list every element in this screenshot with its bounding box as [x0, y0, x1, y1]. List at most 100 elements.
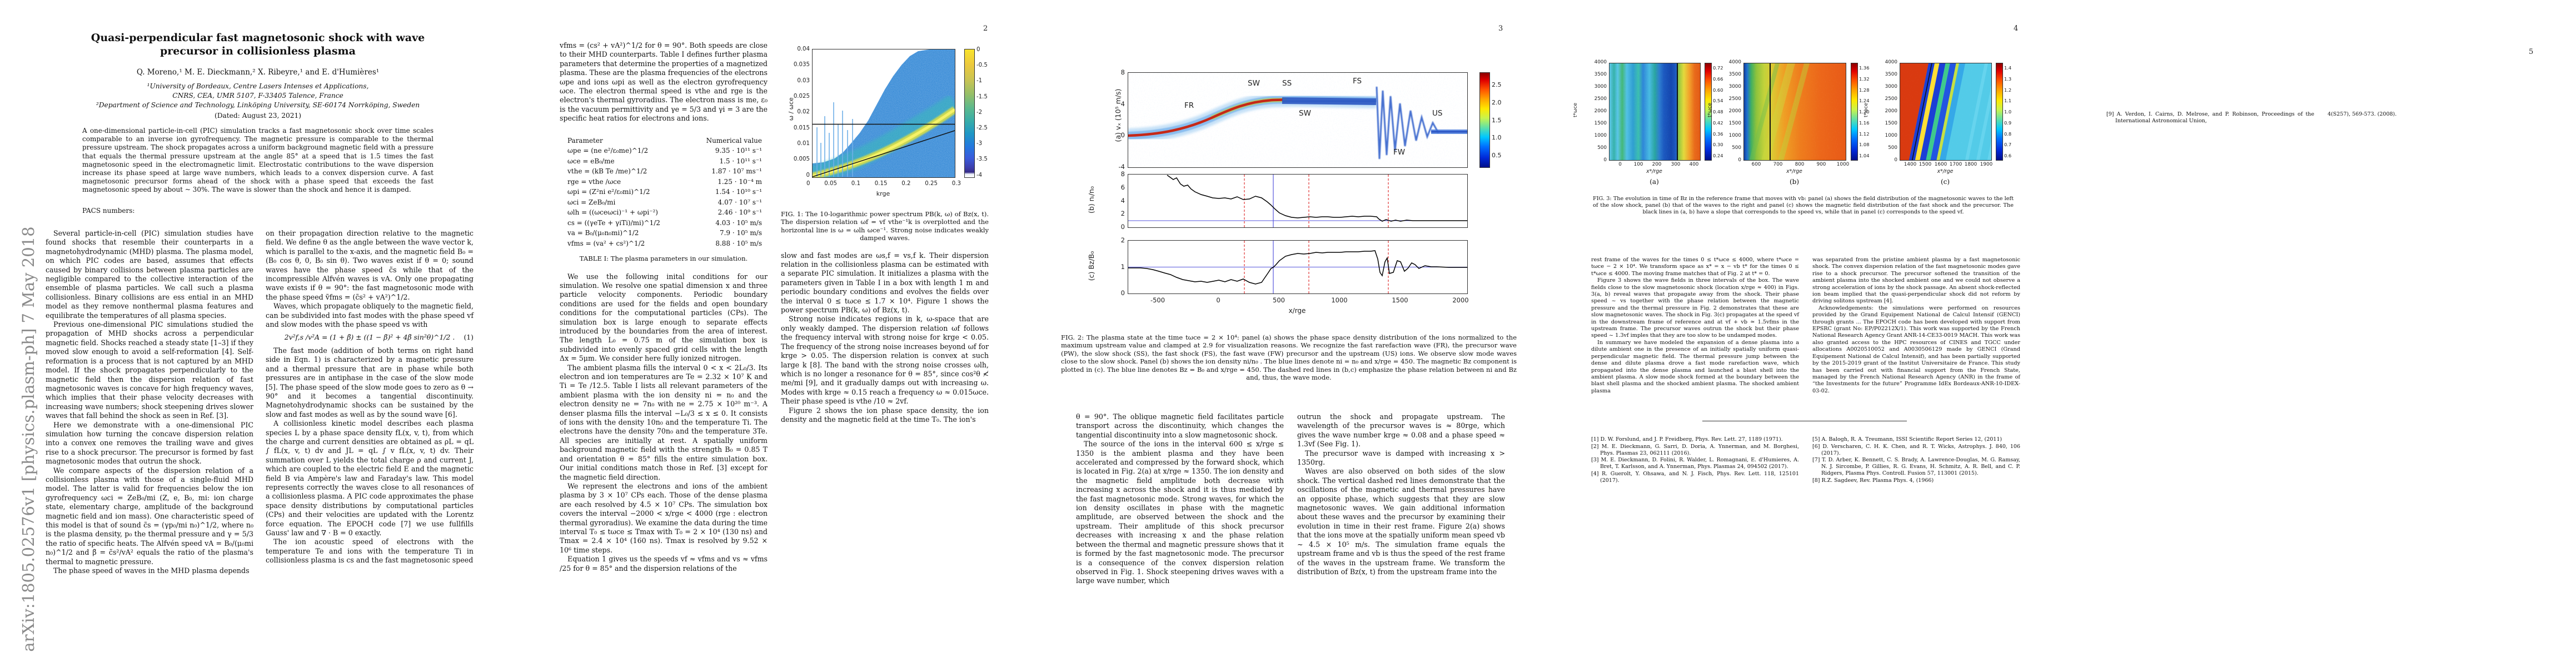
fig3-c-sub-label: (c) [1940, 178, 1950, 186]
fig3-a-y-ticks-item: 4000 [1594, 59, 1607, 65]
p3-column-left-item: θ = 90°. The oblique magnetic field faci… [1076, 412, 1284, 439]
fig3-b-colorbar-ticks-item: 1.08 [1859, 142, 1870, 148]
fig1-x-axis-label: krge [876, 190, 890, 197]
fig3-a-y-ticks-item: 1000 [1594, 133, 1607, 138]
fig2-x-ticks-item: 0 [1216, 296, 1220, 304]
references-right: [5] A. Balogh, R. A. Treumann, ISSI Scie… [1812, 436, 2020, 485]
fig2-label-fw: FW [1393, 148, 1406, 157]
p2-col2-paras-item: Strong noise indicates regions in k, ω-s… [781, 315, 989, 406]
p4-column-right-item: Acknowledgements: the simulations were p… [1812, 305, 2020, 394]
fig2-a-y-ticks-item: 4 [1120, 99, 1125, 108]
fig2-c-y-ticks: 2 1 0 [1106, 236, 1125, 297]
fig1-colorbar-ticks: 0 -0.5 -1 -1.5 -2 -2.5 -3 -3.5 -4 [976, 46, 991, 180]
fig1-heatmap [810, 49, 960, 185]
p4-column-left: rest frame of the waves for the times 0 … [1591, 257, 1799, 395]
fig3-panel-b [1743, 63, 1846, 161]
fig3-a-y-ticks-item: 2000 [1594, 108, 1607, 114]
fig1-x-ticks-item: 0.1 [851, 181, 860, 187]
p3-column-left: θ = 90°. The oblique magnetic field faci… [1076, 412, 1284, 586]
fig3-a-x-ticks-item: 100 [1633, 162, 1643, 167]
fig1-x-ticks-item: 0.3 [951, 181, 961, 187]
fig2-c-y-ticks-item: 0 [1120, 289, 1125, 297]
affiliation-2: ²Department of Science and Technology, L… [96, 101, 420, 109]
p3-column-right-item: The precursor wave is damped with increa… [1297, 449, 1505, 467]
fig3-c-y-ticks-item: 1000 [1885, 133, 1897, 138]
fig3-a-colorbar-ticks-item: 0.66 [1713, 76, 1723, 82]
fig3-c-y-ticks-item: 2000 [1885, 108, 1897, 114]
authors-line: Q. Moreno,¹ M. E. Dieckmann,² X. Ribeyre… [136, 68, 380, 77]
fig3-b-y-label: t*ωce [1707, 102, 1713, 118]
fig3-b-colorbar-ticks-item: 1.24 [1859, 98, 1870, 104]
fig3-a-sub-label: (a) [1650, 178, 1659, 186]
figure-2-caption: FIG. 2: The plasma state at the time tωc… [1061, 334, 1517, 382]
fig3-c-y-ticks-item: 3000 [1885, 84, 1897, 89]
table-row: ωpe = (ne e²/ε₀me)^1/2 9.35 · 10¹¹ s⁻¹ [567, 147, 762, 155]
p1-col2-bottom-item: The ion acoustic speed of electrons with… [266, 537, 474, 565]
fig2-colorbar-ticks-item: 0.5 [1492, 152, 1502, 159]
table-row: ωce = eB₀/me 1.5 · 10¹¹ s⁻¹ [567, 157, 762, 165]
fig3-a-colorbar-ticks-item: 0.30 [1713, 142, 1723, 148]
fig3-a-colorbar [1705, 63, 1712, 161]
p1-column-left-item: Previous one-dimensional PIC simulations… [46, 320, 253, 420]
fig3-c-x-ticks: 1400 1500 1600 1700 1800 1900 [1900, 162, 1992, 168]
fig3-c-colorbar-ticks-item: 0.9 [2004, 120, 2012, 126]
p2-col1-paras-item: Equation 1 gives us the speeds vf ≈ vfms… [560, 555, 768, 573]
page-4: 4 t*ωce 4000 3500 3000 2500 2000 1500 1000 500 0 [1546, 0, 2061, 667]
p1-col2-bottom-item: A collisionless kinetic model describes … [266, 419, 474, 537]
fig2-colorbar-ticks-item: 1.0 [1492, 134, 1502, 142]
table-row: rge = vthe /ωce 1.25 · 10⁻⁴ m [567, 177, 762, 186]
fig3-c-x-ticks-item: 1700 [1949, 162, 1962, 167]
equation-1: 2v²f,s /v²A = (1 + β̃) ± ((1 − β̃)² + 4β… [266, 333, 474, 342]
fig1-colorbar [964, 49, 975, 178]
dated-line: (Dated: August 23, 2021) [214, 112, 302, 120]
fig1-y-ticks-item: 0.01 [797, 140, 810, 147]
fig3-b-y-ticks-item: 1500 [1728, 121, 1741, 126]
table-header-row: Parameter Numerical value [567, 136, 762, 146]
table-header-value: Numerical value [706, 136, 762, 145]
fig1-plot-area [810, 49, 960, 185]
fig2-colorbar-ticks-item: 2.0 [1492, 98, 1502, 106]
fig2-annotations: FR SW SS FS SW US FW [1128, 72, 1467, 167]
p2-col2-paras-item: slow and fast modes are ωs,f = vs,f k. T… [781, 251, 989, 315]
p3-column-right-item: Waves are also observed on both sides of… [1297, 467, 1505, 576]
fig1-x-ticks-item: 0.15 [874, 181, 888, 187]
references-left-item: [1] D. W. Forslund, and J. P. Freidberg,… [1591, 436, 1783, 442]
fig1-colorbar-ticks-item: -1 [976, 78, 983, 84]
fig3-a-y-ticks-item: 3500 [1594, 72, 1607, 77]
table-row: ωpi = (Z²ni e²/ε₀mi)^1/2 1.54 · 10¹⁰ s⁻¹ [567, 188, 762, 196]
fig2-panel-c-label: (c) Bz/B₀ [1087, 251, 1095, 281]
fig3-b-x-label: x*/rge [1786, 168, 1802, 175]
fig3-a-colorbar-ticks-item: 0.36 [1713, 131, 1723, 137]
fig3-c-colorbar-ticks-item: 0.7 [2004, 142, 2012, 148]
fig3-a-x-label: x*/rge [1646, 168, 1662, 175]
fig3-heatmap-a [1610, 63, 1700, 160]
p3-column-left-item: The source of the ions in the interval 6… [1076, 440, 1284, 585]
fig2-label-ss: SS [1282, 79, 1292, 88]
fig3-b-y-ticks-item: 0 [1738, 157, 1741, 163]
p2-col1-paras: We use the following inital conditions f… [560, 272, 768, 573]
fig1-y-ticks-item: 0.03 [797, 77, 810, 84]
p2-col2-paras-item: Figure 2 shows the ion phase space densi… [781, 406, 989, 424]
p4-column-right-item: was separated from the pristine ambient … [1812, 257, 2020, 305]
page-number: 4 [2014, 24, 2019, 33]
fig3-a-colorbar-ticks: 0.72 0.66 0.60 0.54 0.48 0.42 0.36 0.30 0.24 [1713, 65, 1727, 158]
p1-col2-bottom: The fast mode (addition of both terms on… [266, 346, 474, 565]
fig2-label-fr: FR [1184, 101, 1194, 110]
table-row: ωlh = ((ωceωci)⁻¹ + ωpi⁻²) 2.46 · 10⁹ s⁻¹ [567, 208, 762, 217]
fig3-c-colorbar-ticks-item: 1.1 [2004, 98, 2012, 104]
fig2-x-ticks-item: -500 [1150, 296, 1165, 304]
p1-column-left-item: Here we demonstrate with a one-dimension… [46, 420, 253, 466]
fig3-c-y-ticks-item: 500 [1888, 145, 1897, 151]
fig1-colorbar-ticks-item: -1.5 [976, 93, 988, 100]
p2-column-left: vfms = (cs² + vA²)^1/2 for θ = 90°. Both… [560, 41, 768, 573]
pacs-line: PACS numbers: [82, 207, 135, 215]
fig3-a-colorbar-ticks-item: 0.60 [1713, 87, 1723, 93]
fig1-colorbar-ticks-item: -2 [976, 109, 983, 116]
fig2-a-y-ticks: 8 4 0 -4 [1106, 68, 1125, 171]
fig2-label-fs: FS [1353, 77, 1362, 86]
p4-column-left-item: rest frame of the waves for the times 0 … [1591, 257, 1799, 277]
fig1-y-ticks-item: 0.025 [793, 93, 810, 99]
references-left: [1] D. W. Forslund, and J. P. Freidberg,… [1591, 436, 1799, 485]
fig3-panel-a [1609, 63, 1701, 161]
fig1-x-ticks-item: 0 [806, 181, 810, 187]
